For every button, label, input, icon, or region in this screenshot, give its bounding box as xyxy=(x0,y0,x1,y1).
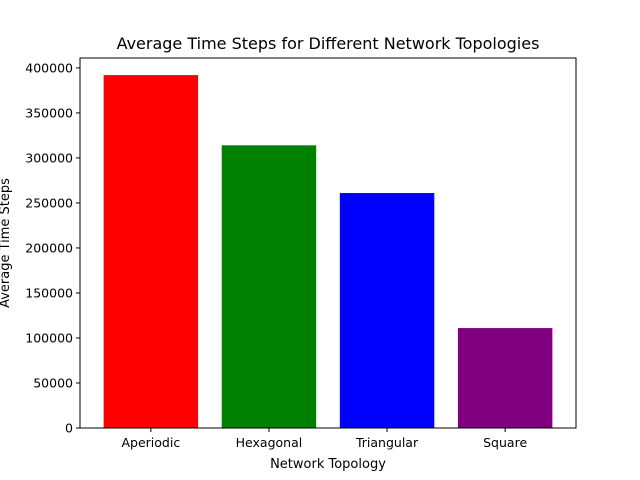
y-tick-label: 400000 xyxy=(25,60,73,75)
y-tick-label: 350000 xyxy=(25,105,73,120)
y-tick-label: 150000 xyxy=(25,285,73,300)
y-tick-label: 100000 xyxy=(25,330,73,345)
axes-layer xyxy=(79,57,577,429)
x-axis-ticks: Aperiodic Hexagonal Triangular Square xyxy=(121,428,527,450)
x-tick-label: Triangular xyxy=(355,435,419,450)
y-tick-label: 0 xyxy=(65,421,73,436)
bar-hexagonal xyxy=(221,145,317,428)
chart-title: Average Time Steps for Different Network… xyxy=(117,34,540,53)
y-tick-label: 200000 xyxy=(25,240,73,255)
y-axis-label: Average Time Steps xyxy=(0,178,13,308)
bars-layer xyxy=(103,75,553,429)
plot-frame xyxy=(79,57,577,429)
bar-square xyxy=(457,328,553,428)
bar-aperiodic xyxy=(103,75,199,429)
y-tick-label: 300000 xyxy=(25,150,73,165)
x-tick-label: Hexagonal xyxy=(236,435,303,450)
y-axis-ticks: 0 50000 100000 150000 200000 250000 300000 3500… xyxy=(25,60,80,436)
y-tick-label: 250000 xyxy=(25,195,73,210)
y-tick-label: 50000 xyxy=(33,375,73,390)
bar-triangular xyxy=(339,193,435,428)
x-tick-label: Aperiodic xyxy=(121,435,180,450)
x-axis-label: Network Topology xyxy=(270,457,386,472)
x-tick-label: Square xyxy=(483,435,527,450)
